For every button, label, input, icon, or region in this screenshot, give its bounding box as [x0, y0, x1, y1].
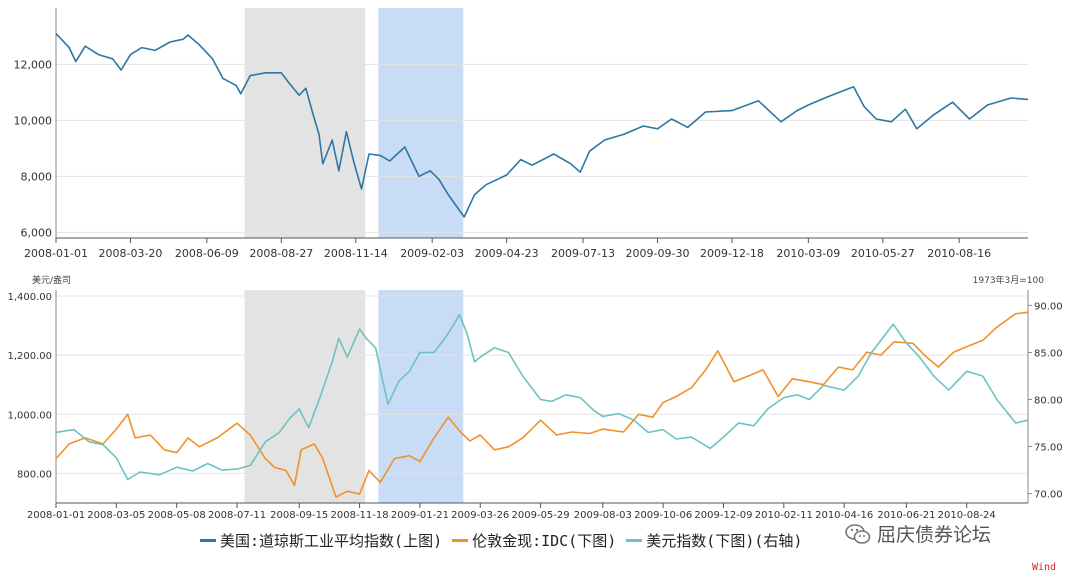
y-tick-label: 12,000	[14, 58, 53, 71]
legend-swatch-dow	[200, 538, 216, 542]
x-tick-label: 2008-11-18	[331, 510, 389, 521]
x-tick-label: 2008-03-20	[99, 247, 163, 260]
x-tick-label: 2008-01-01	[24, 247, 88, 260]
series-line-0	[55, 33, 1029, 218]
x-tick-label: 2008-03-05	[87, 510, 145, 521]
y2-tick-label: 80.00	[1034, 396, 1063, 407]
x-tick-label: 2010-02-11	[755, 510, 813, 521]
legend-swatch-usd	[626, 538, 643, 542]
shaded-period-1	[378, 8, 464, 238]
x-tick-label: 2008-11-14	[324, 247, 388, 260]
source-label: Wind	[1032, 562, 1057, 573]
x-tick-label: 2010-04-16	[815, 510, 873, 521]
top-chart-panel: 6,000 8,000 10,000 12,000 2008-01-01 2008-03-…	[14, 8, 1029, 260]
shaded-period-1	[378, 290, 464, 503]
chart-legend: 美国:道琼斯工业平均指数(上图) 伦敦金现:IDC(下图) 美元指数(下图)(右…	[200, 528, 812, 552]
x-tick-label: 2009-03-26	[451, 510, 509, 521]
y-tick-label: 6,000	[21, 226, 53, 239]
x-tick-label: 2008-06-09	[175, 247, 239, 260]
legend-item-usd: 美元指数(下图)(右轴)	[626, 530, 802, 551]
y2-tick-label: 70.00	[1034, 490, 1063, 501]
series-line-1	[55, 314, 1029, 481]
x-tick-label: 2009-08-03	[574, 510, 632, 521]
bottom-chart-panel: 800.00 1,000.00 1,200.00 1,400.00 70.00 75.00…	[7, 290, 1063, 521]
x-tick-label: 2009-01-21	[391, 510, 449, 521]
x-tick-label: 2008-05-08	[148, 510, 206, 521]
y2-tick-label: 85.00	[1034, 348, 1063, 359]
x-tick-label: 2009-02-03	[400, 247, 464, 260]
y-tick-label: 800.00	[17, 469, 52, 480]
legend-label-usd: 美元指数(下图)(右轴)	[646, 531, 803, 550]
y-tick-label: 1,000.00	[7, 410, 52, 421]
shaded-period-0	[244, 8, 366, 238]
legend-swatch-gold	[452, 538, 469, 542]
x-tick-label: 2010-08-16	[927, 247, 991, 260]
legend-item-dow: 美国:道琼斯工业平均指数(上图)	[200, 530, 442, 551]
y-tick-label: 1,400.00	[7, 292, 52, 303]
y2-tick-label: 90.00	[1034, 301, 1063, 312]
y-tick-label: 1,200.00	[7, 351, 52, 362]
x-tick-label: 2009-05-29	[512, 510, 570, 521]
x-tick-label: 2010-03-09	[776, 247, 840, 260]
x-tick-label: 2009-04-23	[475, 247, 539, 260]
x-tick-label: 2009-10-06	[634, 510, 692, 521]
left-axis-unit: 美元/盎司	[32, 274, 71, 286]
right-axis-unit: 1973年3月=100	[973, 274, 1045, 286]
watermark-text: 屈庆债券论坛	[877, 524, 992, 546]
legend-item-gold: 伦敦金现:IDC(下图)	[452, 530, 616, 551]
y2-tick-label: 75.00	[1034, 443, 1063, 454]
x-tick-label: 2009-09-30	[626, 247, 690, 260]
y-tick-label: 10,000	[14, 114, 53, 127]
x-tick-label: 2009-12-09	[694, 510, 752, 521]
x-tick-label: 2008-09-15	[270, 510, 328, 521]
x-tick-label: 2008-01-01	[27, 510, 85, 521]
y-tick-label: 8,000	[21, 170, 53, 183]
wechat-icon	[845, 523, 871, 544]
x-tick-label: 2009-07-13	[551, 247, 615, 260]
x-tick-label: 2010-06-21	[877, 510, 935, 521]
x-tick-label: 2010-05-27	[851, 247, 915, 260]
x-tick-label: 2009-12-18	[700, 247, 764, 260]
legend-label-dow: 美国:道琼斯工业平均指数(上图)	[220, 531, 443, 550]
series-line-0	[55, 311, 1029, 498]
x-tick-label: 2008-08-27	[249, 247, 313, 260]
watermark: 屈庆债券论坛	[845, 520, 991, 547]
x-tick-label: 2008-07-11	[208, 510, 266, 521]
shaded-period-0	[244, 290, 366, 503]
x-tick-label: 2010-08-24	[938, 510, 996, 521]
legend-label-gold: 伦敦金现:IDC(下图)	[472, 531, 617, 550]
